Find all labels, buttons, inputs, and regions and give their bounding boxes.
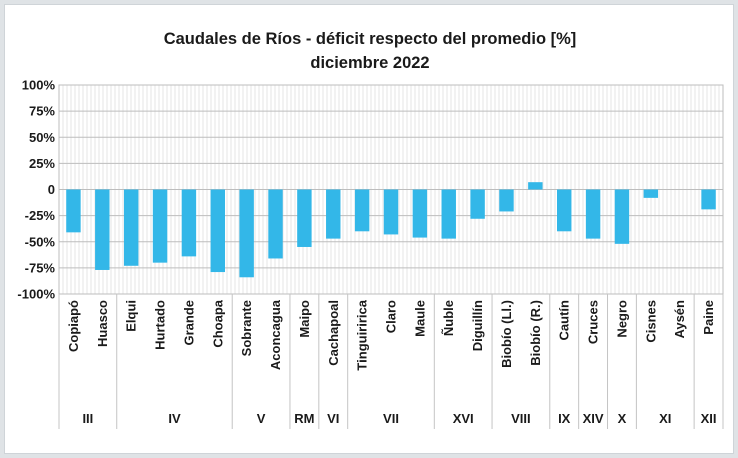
region-label: III	[82, 411, 93, 426]
region-label: IX	[558, 411, 571, 426]
region-label: XIV	[583, 411, 604, 426]
y-tick-label: 50%	[29, 130, 55, 145]
x-tick-label: Aconcagua	[268, 299, 283, 370]
bar	[95, 189, 110, 270]
y-axis: 100% 75% 50% 25% 0 -25% -50% -75% -100%	[17, 78, 55, 302]
x-tick-label: Huasco	[95, 300, 110, 347]
region-label: V	[257, 411, 266, 426]
x-tick-label: Tinguiririca	[355, 299, 370, 370]
chart-title: Caudales de Ríos - déficit respecto del …	[164, 30, 577, 48]
bar	[181, 189, 197, 257]
region-label: XII	[701, 411, 717, 426]
x-tick-label: Sobrante	[239, 300, 254, 356]
region-label: XI	[659, 411, 671, 426]
y-tick-label: -25%	[25, 208, 56, 223]
region-label: IV	[168, 411, 181, 426]
bar	[297, 189, 312, 247]
plot-border	[58, 84, 724, 295]
chart-canvas: Caudales de Ríos - déficit respecto del …	[17, 30, 724, 429]
x-tick-label: Choapa	[210, 299, 225, 347]
y-tick-label: 75%	[29, 104, 55, 119]
bar	[123, 189, 139, 266]
bar	[152, 189, 168, 263]
bar	[585, 189, 601, 239]
bar	[441, 189, 456, 239]
x-tick-label: Diguillín	[470, 300, 485, 351]
bar	[66, 189, 81, 233]
bar	[268, 189, 283, 259]
y-tick-label: 25%	[29, 156, 55, 171]
bar	[326, 189, 341, 239]
bar	[412, 189, 428, 238]
region-label: VII	[383, 411, 399, 426]
bar	[470, 189, 485, 219]
x-tick-label: Elqui	[124, 300, 139, 332]
chart-frame: Caudales de Ríos - déficit respecto del …	[4, 4, 734, 454]
region-label: VIII	[511, 411, 531, 426]
x-tick-label: Cautín	[557, 300, 572, 341]
region-label: RM	[294, 411, 314, 426]
x-tick-label: Ñuble	[441, 300, 456, 336]
region-label: XVI	[453, 411, 474, 426]
bar	[643, 189, 659, 198]
x-tick-label: Copiapó	[66, 300, 81, 352]
x-tick-label: Maipo	[297, 300, 312, 338]
y-tick-label: -100%	[17, 287, 55, 302]
y-tick-label: 100%	[22, 78, 56, 93]
bars	[66, 182, 716, 278]
x-tick-label: Negro	[614, 300, 629, 338]
bar	[701, 189, 716, 210]
region-labels: III IV V RM VI VII XVI VIII IX XIV X XI XII	[58, 294, 724, 429]
chart-subtitle: diciembre 2022	[310, 54, 429, 72]
region-label: VI	[327, 411, 339, 426]
x-tick-label: Cachapoal	[326, 300, 341, 366]
x-tick-label: Hurtado	[153, 300, 168, 350]
bar	[354, 189, 370, 232]
region-label: X	[618, 411, 627, 426]
x-tick-label: Claro	[384, 300, 399, 333]
y-tick-label: -75%	[25, 260, 56, 275]
x-tick-label: Paine	[701, 300, 716, 335]
bar	[383, 189, 399, 235]
y-tick-label: -50%	[25, 234, 56, 249]
bar	[557, 189, 572, 232]
x-tick-label: Cruces	[586, 300, 601, 344]
x-tick-label: Biobío (Ll.)	[499, 300, 514, 368]
y-tick-label: 0	[48, 182, 55, 197]
x-tick-label: Maule	[412, 300, 427, 337]
x-tick-label: Aysén	[672, 300, 687, 339]
bar	[614, 189, 630, 244]
x-axis: Copiapó Huasco Elqui Hurtado Grande Choapa Sob…	[66, 299, 716, 370]
x-tick-label: Grande	[181, 300, 196, 346]
x-tick-label: Biobío (R.)	[528, 300, 543, 366]
bar	[239, 189, 254, 278]
x-tick-label: Cisnes	[643, 300, 658, 343]
bar	[499, 189, 514, 212]
bar	[210, 189, 225, 273]
bar	[528, 182, 543, 190]
